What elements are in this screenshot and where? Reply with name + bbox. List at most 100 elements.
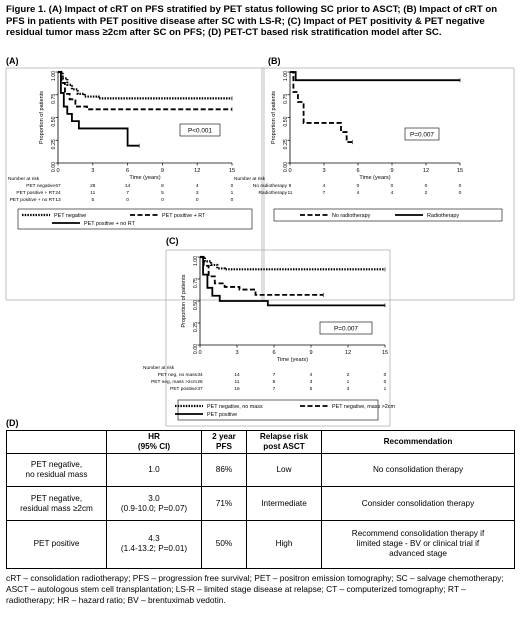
- legend-box: [273, 208, 503, 222]
- table-cell: High: [246, 519, 322, 570]
- y-tick-label: 0.25: [51, 139, 57, 149]
- x-axis-label: Time (years): [129, 175, 160, 181]
- pvalue-box: [319, 321, 373, 335]
- number-at-risk-value: 28: [90, 183, 96, 189]
- panel-c-frame: [165, 249, 391, 427]
- number-at-risk-value: 4: [357, 190, 360, 196]
- number-at-risk-value: 2: [425, 190, 428, 196]
- y-tick-label: 1.00: [193, 256, 199, 266]
- number-at-risk-title: Number at risk: [8, 176, 40, 182]
- number-at-risk-value: 7: [323, 190, 326, 196]
- number-at-risk-value: 5: [273, 379, 276, 385]
- panel-a-frame: [5, 67, 265, 301]
- number-at-risk-value: 0: [391, 183, 394, 189]
- km-curve-a-1: [58, 71, 232, 111]
- table-cell: 3.0 (0.9-10.0; P=0.07): [106, 486, 202, 521]
- number-at-risk-row-label: PET neg, no mass: [158, 372, 198, 378]
- table-header-cell: Recommendation: [321, 430, 515, 454]
- number-at-risk-title: Number at risk: [143, 365, 175, 371]
- number-at-risk-value: 0: [196, 197, 199, 203]
- table-header-cell: Relapse risk post ASCT: [246, 430, 322, 454]
- number-at-risk-value: 34: [197, 372, 203, 378]
- y-tick-label: 1.00: [51, 71, 57, 81]
- number-at-risk-value: 8: [161, 183, 164, 189]
- panel-c-label: (C): [166, 236, 179, 246]
- number-at-risk-value: 7: [273, 386, 276, 392]
- number-at-risk-value: 11: [90, 190, 95, 196]
- y-tick-label: 0.00: [51, 162, 57, 172]
- number-at-risk-row-label: PET positive: [170, 386, 197, 392]
- y-axis-label: Proportion of patients: [271, 91, 277, 144]
- y-axis-label: Proportion of patients: [181, 274, 187, 327]
- table-row: PET negative, residual mass ≥2cm 3.0 (0.…: [6, 486, 515, 521]
- number-at-risk-value: 0: [126, 197, 129, 203]
- number-at-risk-value: 37: [197, 386, 203, 392]
- panel-a-label: (A): [6, 56, 19, 66]
- pvalue-label: P<0.001: [188, 128, 212, 135]
- number-at-risk-row-label: No radiotherapy: [253, 183, 288, 189]
- y-tick-label: 0.00: [283, 162, 289, 172]
- table-cell: No consolidation therapy: [321, 452, 515, 488]
- x-tick-label: 9: [390, 168, 393, 174]
- legend-item-label: PET positive + no RT: [84, 221, 136, 227]
- table-header-row: HR (95% CI) 2 year PFS Relapse risk post…: [6, 430, 515, 454]
- number-at-risk-value: 5: [161, 190, 164, 196]
- number-at-risk-value: 1: [384, 386, 387, 392]
- number-at-risk-value: 67: [55, 183, 61, 189]
- x-tick-label: 3: [91, 168, 94, 174]
- number-at-risk-value: 13: [55, 197, 61, 203]
- x-axis-label: Time (years): [277, 357, 308, 363]
- y-tick-label: 0.75: [283, 94, 289, 104]
- number-at-risk-row-label: Radiotherapy: [258, 190, 287, 196]
- pvalue-label: P=0.007: [410, 132, 434, 139]
- km-curve-b-0: [290, 71, 353, 143]
- x-tick-label: 12: [194, 168, 200, 174]
- x-tick-label: 12: [423, 168, 429, 174]
- x-tick-label: 0: [56, 168, 59, 174]
- x-tick-label: 3: [322, 168, 325, 174]
- x-tick-label: 15: [229, 168, 235, 174]
- number-at-risk-value: 0: [459, 190, 462, 196]
- y-tick-label: 0.25: [283, 139, 289, 149]
- km-curve-b-1: [290, 71, 460, 82]
- table-row: PET negative, no residual mass 1.0 86% L…: [6, 452, 515, 488]
- number-at-risk-row-label: PET neg, mass >2cm: [151, 379, 197, 385]
- km-curve-c-2: [200, 256, 385, 307]
- panel-d-label: (D): [6, 418, 19, 428]
- number-at-risk-value: 0: [231, 183, 234, 189]
- number-at-risk-value: 2: [347, 372, 350, 378]
- table-cell: 86%: [201, 452, 247, 488]
- number-at-risk-value: 14: [125, 183, 131, 189]
- table-cell: PET positive: [6, 519, 107, 570]
- figure-caption: Figure 1. (A) Impact of cRT on PFS strat…: [6, 4, 498, 39]
- table-cell: 1.0: [106, 452, 202, 488]
- table-cell: Recommend consolidation therapy if limit…: [321, 519, 515, 570]
- x-tick-label: 9: [161, 168, 164, 174]
- number-at-risk-value: 0: [459, 183, 462, 189]
- table-cell: Low: [246, 452, 322, 488]
- legend-item-label: PET negative, no mass: [207, 404, 263, 410]
- legend-item-label: PET positive + RT: [162, 213, 206, 219]
- legend-item-label: Radiotherapy: [427, 213, 459, 219]
- number-at-risk-value: 0: [384, 372, 387, 378]
- table-cell: 71%: [201, 486, 247, 521]
- x-tick-label: 15: [457, 168, 463, 174]
- x-tick-label: 9: [309, 350, 312, 356]
- x-tick-label: 6: [356, 168, 359, 174]
- number-at-risk-value: 1: [347, 379, 350, 385]
- number-at-risk-value: 1: [231, 190, 234, 196]
- table-cell: 50%: [201, 519, 247, 570]
- km-curve-a-0: [58, 70, 232, 100]
- number-at-risk-value: 4: [310, 372, 313, 378]
- table-header-cell: 2 year PFS: [201, 430, 247, 454]
- x-tick-label: 0: [198, 350, 201, 356]
- number-at-risk-value: 3: [196, 190, 199, 196]
- legend-box: [177, 399, 379, 421]
- pvalue-box: [404, 127, 440, 141]
- table-cell: PET negative, residual mass ≥2cm: [6, 486, 107, 521]
- pvalue-label: P=0.007: [334, 326, 358, 333]
- x-tick-label: 15: [382, 350, 388, 356]
- y-axis-label: Proportion of patients: [39, 91, 45, 144]
- table-row: PET positive 4.3 (1.4-13.2; P=0.01) 50% …: [6, 519, 515, 570]
